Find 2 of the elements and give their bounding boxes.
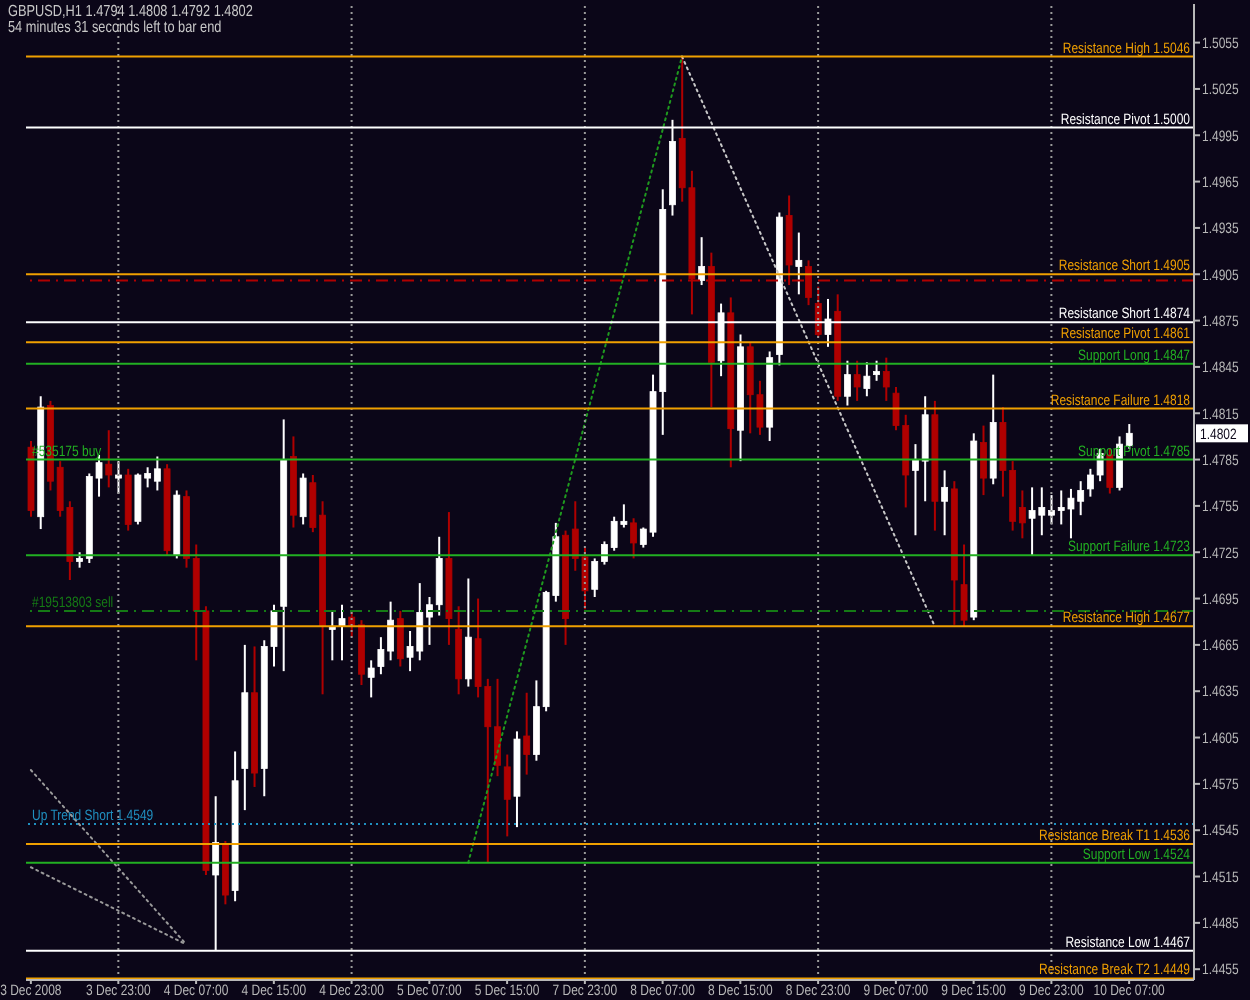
chart-title: GBPUSD,H1 1.4794 1.4808 1.4792 1.4802: [8, 2, 253, 20]
text: 54 minutes 31 seconds left to bar end: [8, 18, 222, 36]
